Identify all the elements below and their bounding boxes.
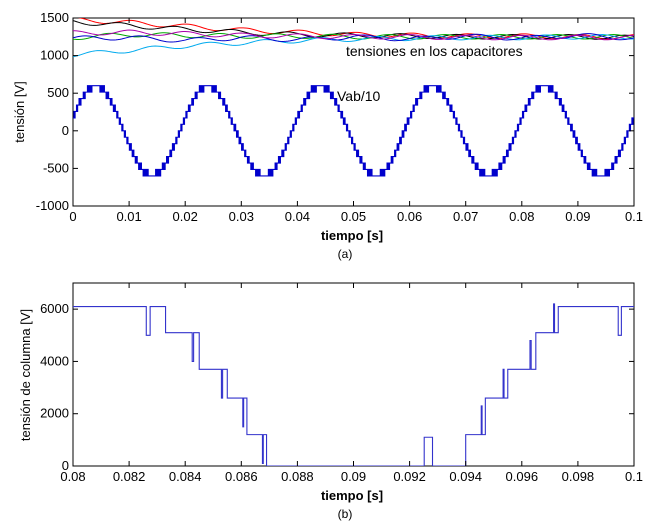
caption-b: (b)	[338, 507, 353, 521]
x-tick-label: 0.02	[173, 209, 198, 224]
xlabel-b: tiempo [s]	[321, 488, 383, 503]
xlabel-a: tiempo [s]	[321, 228, 383, 243]
y-tick-label: 500	[47, 85, 69, 100]
series-line-0-0	[73, 85, 634, 177]
ylabel-a: tensión [V]	[12, 81, 27, 142]
y-tick-label: 0	[62, 458, 69, 473]
x-tick-label: 0.06	[397, 209, 422, 224]
x-tick-label: 0	[69, 209, 76, 224]
y-tick-label: 2000	[40, 406, 69, 421]
y-tick-label: -1000	[36, 198, 69, 213]
x-tick-label: 0.096	[506, 469, 539, 484]
x-tick-label: 0.082	[113, 469, 146, 484]
y-tick-label: -500	[43, 160, 69, 175]
y-tick-label: 0	[62, 123, 69, 138]
x-tick-label: 0.07	[453, 209, 478, 224]
x-tick-label: 0.098	[562, 469, 595, 484]
y-tick-label: 1000	[40, 48, 69, 63]
x-tick-label: 0.088	[281, 469, 314, 484]
x-tick-label: 0.03	[229, 209, 254, 224]
annotation-vab: Vab/10	[337, 88, 381, 104]
panel-b: 0.08 0.082 0.084 0.086 0.088 0.09 0.092 0.094 0.…	[18, 282, 643, 521]
plot-area-1	[73, 303, 634, 466]
ylabel-b: tensión de columna [V]	[18, 309, 33, 441]
x-tick-label: 0.1	[625, 469, 643, 484]
x-tick-label: 0.1	[625, 209, 643, 224]
plot-a-frame	[72, 17, 635, 207]
x-tick-label: 0.04	[285, 209, 310, 224]
x-tick-label: 0.092	[393, 469, 426, 484]
x-tick-label: 0.08	[509, 209, 534, 224]
plot-b-frame	[72, 282, 635, 467]
panel-a: 0 0.01 0.02 0.03 0.04 0.05 0.06 0.07 0.08 0.09 0.1…	[12, 10, 643, 261]
x-tick-label: 0.05	[341, 209, 366, 224]
series-line-0-5	[73, 33, 634, 43]
x-tick-label: 0.09	[565, 209, 590, 224]
x-tick-label: 0.08	[60, 469, 85, 484]
y-tick-label: 4000	[40, 353, 69, 368]
series-line-0-3	[73, 32, 634, 40]
series-line-0-6	[73, 29, 634, 41]
x-tick-label: 0.084	[169, 469, 202, 484]
x-tick-label: 0.086	[225, 469, 258, 484]
plot-area-0	[73, 18, 634, 177]
caption-a: (a)	[338, 247, 353, 261]
x-tick-label: 0.09	[341, 469, 366, 484]
series-line-1-0	[73, 303, 634, 466]
y-tick-label: 6000	[40, 301, 69, 316]
x-tick-label: 0.01	[116, 209, 141, 224]
annotation-capacitors: tensiones en los capacitores	[346, 43, 523, 59]
x-tick-label: 0.094	[449, 469, 482, 484]
y-tick-label: 1500	[40, 10, 69, 25]
